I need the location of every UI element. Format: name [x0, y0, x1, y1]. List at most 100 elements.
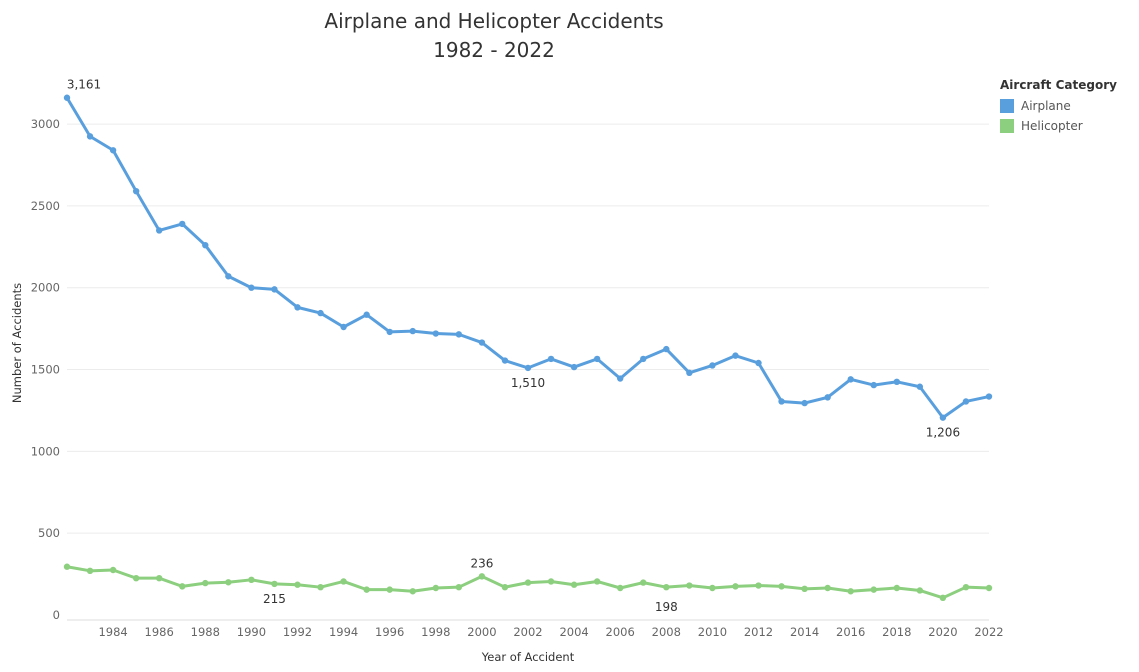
data-point-helicopter[interactable]: [63, 563, 71, 570]
data-point-airplane[interactable]: [156, 227, 163, 234]
data-point-airplane[interactable]: [847, 376, 854, 383]
data-point-airplane[interactable]: [547, 355, 555, 363]
data-point-airplane[interactable]: [824, 394, 831, 401]
data-point-helicopter[interactable]: [893, 584, 900, 592]
data-point-airplane[interactable]: [962, 398, 970, 405]
data-point-airplane[interactable]: [478, 339, 486, 346]
data-point-airplane[interactable]: [455, 331, 463, 338]
data-point-helicopter[interactable]: [732, 583, 739, 590]
data-point-helicopter[interactable]: [501, 583, 509, 591]
x-tick-label: 2018: [882, 625, 911, 639]
data-point-helicopter[interactable]: [593, 578, 601, 585]
data-point-airplane[interactable]: [709, 362, 716, 369]
x-tick-label: 2008: [652, 625, 681, 639]
y-tick-label: 500: [38, 526, 60, 540]
data-point-airplane[interactable]: [870, 381, 877, 389]
data-point-helicopter[interactable]: [225, 579, 232, 586]
data-point-helicopter[interactable]: [686, 582, 693, 589]
data-label: 236: [470, 556, 493, 570]
legend-item-helicopter[interactable]: Helicopter: [1000, 116, 1117, 136]
data-point-airplane[interactable]: [363, 311, 370, 318]
data-point-helicopter[interactable]: [847, 588, 854, 595]
data-point-airplane[interactable]: [593, 355, 601, 363]
legend-item-airplane[interactable]: Airplane: [1000, 96, 1117, 116]
data-point-airplane[interactable]: [432, 330, 439, 337]
data-point-helicopter[interactable]: [801, 585, 808, 593]
data-point-airplane[interactable]: [801, 399, 808, 407]
x-tick-label: 2012: [744, 625, 773, 639]
data-point-airplane[interactable]: [778, 398, 785, 405]
data-point-helicopter[interactable]: [179, 583, 186, 590]
data-point-helicopter[interactable]: [870, 586, 877, 593]
data-point-helicopter[interactable]: [916, 587, 924, 594]
data-point-helicopter[interactable]: [755, 582, 762, 589]
data-point-airplane[interactable]: [501, 357, 509, 364]
chart-title: Airplane and Helicopter Accidents: [324, 9, 663, 33]
data-point-airplane[interactable]: [248, 284, 255, 291]
data-point-airplane[interactable]: [340, 323, 347, 331]
data-point-airplane[interactable]: [640, 355, 647, 363]
data-point-helicopter[interactable]: [663, 583, 670, 591]
data-point-helicopter[interactable]: [86, 567, 94, 575]
data-point-airplane[interactable]: [524, 364, 532, 372]
data-point-airplane[interactable]: [686, 369, 693, 377]
data-point-airplane[interactable]: [132, 187, 140, 195]
data-point-helicopter[interactable]: [570, 581, 578, 588]
data-point-airplane[interactable]: [317, 309, 324, 317]
data-point-airplane[interactable]: [109, 147, 117, 154]
data-point-airplane[interactable]: [985, 393, 993, 400]
data-point-helicopter[interactable]: [640, 579, 647, 586]
data-label: 215: [263, 592, 286, 606]
data-point-helicopter[interactable]: [962, 583, 970, 591]
data-point-helicopter[interactable]: [617, 584, 624, 592]
data-point-helicopter[interactable]: [202, 579, 209, 587]
data-point-helicopter[interactable]: [109, 566, 117, 574]
y-tick-label: 1500: [31, 363, 60, 377]
annotation-layer: 3,161 1,510 1,206 215 236 198: [67, 78, 960, 614]
data-point-helicopter[interactable]: [985, 584, 993, 592]
data-point-airplane[interactable]: [916, 383, 924, 390]
data-point-airplane[interactable]: [409, 327, 416, 335]
x-tick-label: 1992: [283, 625, 312, 639]
data-point-airplane[interactable]: [893, 378, 900, 386]
data-point-helicopter[interactable]: [524, 579, 532, 586]
data-point-airplane[interactable]: [570, 363, 578, 371]
data-point-airplane[interactable]: [86, 133, 94, 140]
x-tick-label: 2022: [974, 625, 1003, 639]
data-point-helicopter[interactable]: [409, 588, 416, 595]
data-point-helicopter[interactable]: [432, 584, 439, 592]
data-point-airplane[interactable]: [225, 273, 232, 280]
x-axis-ticks: 1984 1986 1988 1990 1992 1994 1996 1998 2000 2002…: [98, 625, 1003, 639]
data-point-airplane[interactable]: [732, 352, 739, 359]
data-point-helicopter[interactable]: [709, 584, 716, 592]
data-point-airplane[interactable]: [179, 220, 186, 228]
data-point-airplane[interactable]: [271, 286, 278, 293]
data-point-helicopter[interactable]: [386, 586, 393, 593]
data-point-helicopter[interactable]: [294, 581, 301, 588]
data-point-helicopter[interactable]: [778, 583, 785, 590]
data-point-helicopter[interactable]: [248, 576, 255, 584]
data-point-helicopter[interactable]: [363, 586, 370, 593]
x-tick-label: 2002: [513, 625, 542, 639]
data-point-airplane[interactable]: [663, 345, 670, 353]
data-point-airplane[interactable]: [294, 304, 301, 311]
x-tick-label: 1998: [421, 625, 450, 639]
data-point-helicopter[interactable]: [455, 583, 463, 591]
data-point-helicopter[interactable]: [271, 580, 278, 588]
data-point-airplane[interactable]: [939, 414, 947, 421]
series-layer: [63, 94, 993, 602]
data-point-airplane[interactable]: [202, 241, 209, 249]
data-point-helicopter[interactable]: [317, 583, 324, 591]
x-tick-label: 2014: [790, 625, 819, 639]
data-point-helicopter[interactable]: [132, 574, 140, 582]
data-point-airplane[interactable]: [755, 359, 762, 367]
data-point-airplane[interactable]: [617, 375, 624, 382]
data-point-airplane[interactable]: [386, 328, 393, 336]
data-point-helicopter[interactable]: [478, 573, 486, 580]
data-point-helicopter[interactable]: [156, 574, 163, 582]
data-point-helicopter[interactable]: [824, 584, 831, 592]
data-point-helicopter[interactable]: [939, 594, 947, 602]
data-point-helicopter[interactable]: [340, 578, 347, 585]
data-point-helicopter[interactable]: [547, 578, 555, 585]
data-point-airplane[interactable]: [63, 94, 71, 101]
